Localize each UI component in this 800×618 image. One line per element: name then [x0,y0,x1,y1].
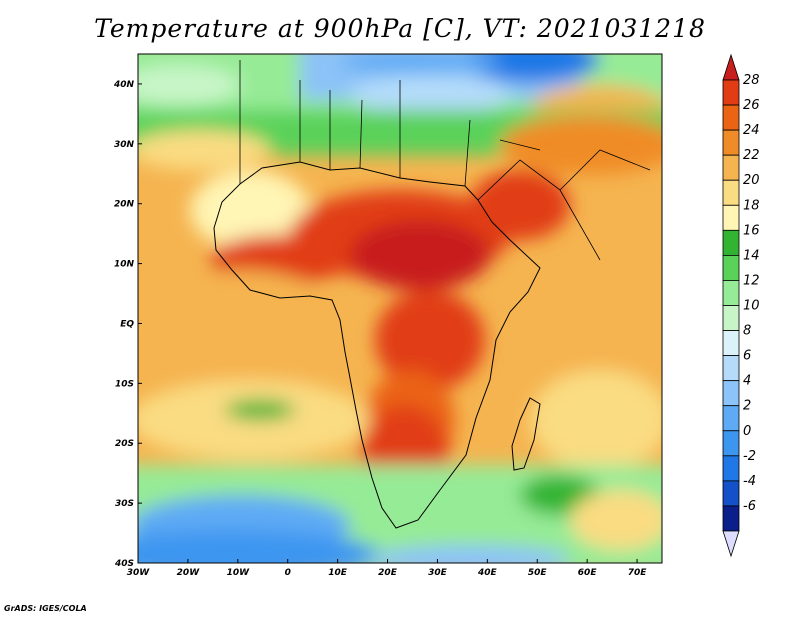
x-tick-label: 30W [127,568,151,578]
colorbar-label: 10 [743,299,760,314]
grads-credit: GrADS: IGES/COLA [4,604,87,613]
colorbar-box [722,480,740,507]
colorbar-label: 28 [743,73,760,88]
colorbar-label: 22 [743,148,760,163]
colorbar-label: 16 [743,223,760,238]
temperature-field [138,54,662,563]
y-tick-label: 20S [115,439,134,449]
colorbar-box [722,355,740,382]
map-title: Temperature at 900hPa [C], VT: 202103121… [94,14,706,43]
colorbar-box [722,330,740,357]
colorbar-label: 4 [743,374,751,389]
y-tick-label: EQ [120,319,134,329]
colorbar-box [722,229,740,256]
colorbar-label: -4 [743,474,756,489]
colorbar-box [722,455,740,482]
colorbar-label: 6 [743,349,751,364]
y-tick-label: 40S [114,559,134,569]
colorbar-label: -6 [743,499,756,514]
country-borders [239,60,651,261]
y-tick-label: 10N [114,260,135,270]
colorbar-label: 20 [743,173,760,188]
x-tick-label: 60E [578,568,598,578]
y-tick-label: 30S [115,499,134,509]
x-tick-label: 40E [477,568,498,578]
colorbar-label: 14 [743,248,760,263]
y-tick-label: 10S [115,379,134,389]
x-tick-label: 20E [378,568,398,578]
colorbar-label: 26 [743,98,760,113]
colorbar-over-arrow [722,53,740,81]
colorbar-box [722,280,740,306]
y-tick-label: 30N [114,140,135,150]
colorbar-box [722,254,740,281]
colorbar-label: 8 [743,324,751,339]
latitude-axis: 40S 30S 20S 10S EQ 10N 20N 30N 40N [113,80,142,569]
longitude-axis: 30W 20W 10W 0 10E 20E 30E 40E 50E 60E 70E [127,559,647,578]
colorbar-box [722,129,740,156]
colorbar-label: 18 [743,198,760,213]
x-tick-label: 10E [328,568,348,578]
madagascar-outline [511,397,541,471]
colorbar-label: 12 [743,273,760,288]
colorbar-box [722,179,740,206]
x-tick-label: 20W [177,568,201,578]
colorbar-box [722,380,740,407]
colorbar-box [722,405,740,432]
x-tick-label: 50E [528,568,548,578]
colorbar-under-arrow [722,530,740,558]
x-tick-label: 0 [285,568,291,578]
colorbar-box [722,505,740,532]
colorbar-label: -2 [743,449,756,464]
colorbar-box [722,79,740,106]
colorbar-box [722,104,740,131]
x-tick-label: 30E [428,568,448,578]
colorbar-box [722,154,740,181]
colorbar-box [722,204,740,231]
y-tick-label: 40N [113,80,135,90]
y-tick-label: 20N [114,200,135,210]
x-tick-label: 10W [227,568,251,578]
colorbar-label: 2 [743,399,751,414]
x-tick-label: 70E [628,568,648,578]
map-frame [137,53,663,564]
colorbar-label: 24 [743,123,760,138]
colorbar-box [722,305,740,331]
colorbar-box [722,430,740,457]
colorbar-label: 0 [743,424,751,439]
